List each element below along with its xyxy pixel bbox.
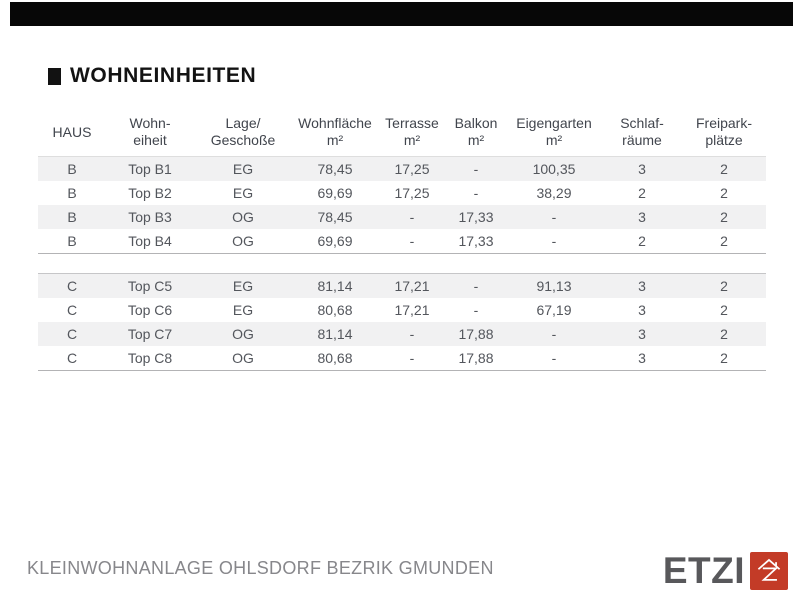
table-row-c7: C Top C7 OG 81,14-17,88-3 2 [38,322,766,346]
table-row-b3: B Top B3 OG 78,45-17,33-3 2 [38,205,766,229]
units-table: HAUS Wohn-eiheit Lage/Geschoße Wohnfläch… [38,111,766,371]
page-title: WOHNEINHEITEN [70,64,257,87]
group-spacer-row [38,253,766,274]
table-row-c8: C Top C8 OG 80,68-17,88-3 2 [38,346,766,371]
footer-caption: KLEINWOHNANLAGE OHLSDORF BEZRIK GMUNDEN [27,558,494,578]
table-header-row: HAUS Wohn-eiheit Lage/Geschoße Wohnfläch… [38,111,766,157]
header-wohneinheit: Wohn-eiheit [106,111,194,157]
table-row-b2: B Top B2 EG 69,69 17,25-38,29 2 2 [67,185,728,201]
table-row-c5: C Top C5 EG 81,14 17,21-91,13 3 2 [38,273,766,298]
header-balkon: Balkon m² [446,111,506,157]
table-row-b1: B Top B1 EG 78,45 17,25-100,35 3 2 [38,156,766,181]
brand-logo: ETZI [663,552,788,590]
header-freiparkplaetze: Freipark-plätze [682,111,766,157]
header-lage-geschosse: Lage/Geschoße [194,111,292,157]
square-bullet-icon [48,68,61,85]
header-haus: HAUS [38,111,106,157]
brand-logo-mark [750,552,788,590]
table-row-b4: B Top B4 OG 69,69-17,33-2 2 [38,229,766,254]
header-schlafraeume: Schlaf-räume [602,111,682,157]
header-eigengarten: Eigengarten m² [506,111,602,157]
header-wohnflaeche: Wohnfläche m² [292,111,378,157]
brand-logo-text: ETZI [662,550,745,591]
section-title: WOHNEINHEITEN [48,64,256,88]
table-row-c6: C Top C6 EG 80,68 17,21-67,19 3 2 [66,302,728,318]
footer: KLEINWOHNANLAGE OHLSDORF BEZRIK GMUNDEN … [0,548,800,600]
top-black-bar [10,2,793,26]
house-z-icon [757,558,781,581]
header-terrasse: Terrasse m² [378,111,446,157]
